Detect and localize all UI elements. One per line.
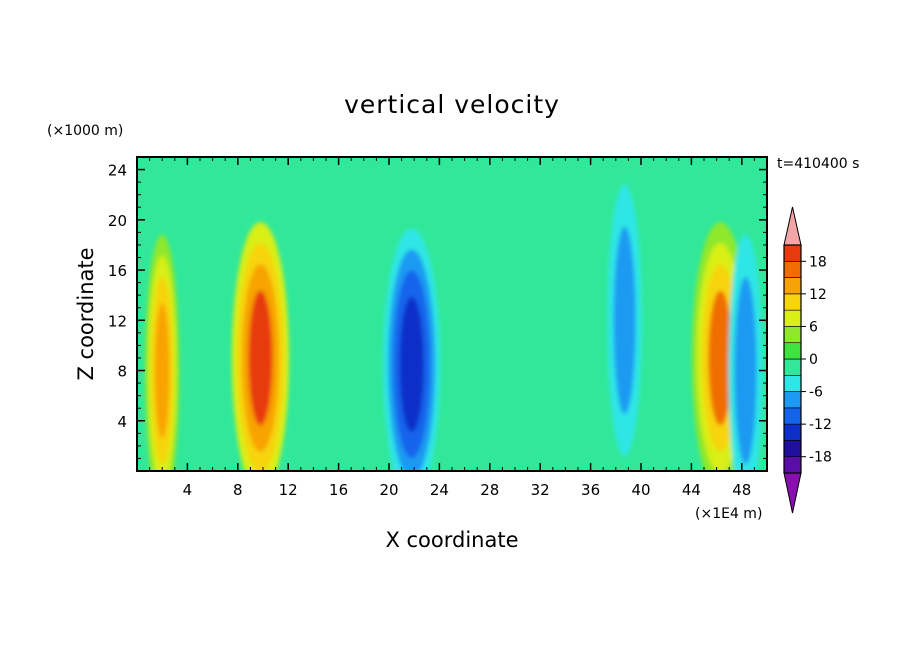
x-tick-label: 36 xyxy=(581,481,600,499)
colorbar-band xyxy=(783,326,802,344)
colorbar: 18 12 6 0 -6 -12 -18 xyxy=(783,206,832,514)
colorbar-label: 0 xyxy=(809,352,818,368)
y-axis-label: Z coordinate xyxy=(74,247,98,380)
y-tick-label: 8 xyxy=(117,363,127,381)
field-contour xyxy=(155,303,170,439)
colorbar-label: -18 xyxy=(809,450,832,466)
field-contour xyxy=(617,252,632,388)
colorbar-label: -6 xyxy=(809,385,823,401)
plot-background xyxy=(137,157,767,471)
field-contour xyxy=(399,296,424,432)
x-axis: 4 8 12 16 20 24 28 32 36 40 44 48 xyxy=(149,157,755,499)
colorbar-band xyxy=(783,244,802,262)
colorbar-label: 18 xyxy=(809,254,827,270)
colorbar-band xyxy=(783,423,802,441)
colorbar-band xyxy=(783,277,802,295)
y-tick-label: 20 xyxy=(108,212,127,230)
colorbar-label: 12 xyxy=(809,287,827,303)
colorbar-extend-high xyxy=(783,206,802,246)
colorbar-band xyxy=(783,391,802,409)
x-tick-label: 4 xyxy=(183,481,193,499)
field-contour xyxy=(708,290,733,426)
y-unit-label: (×1000 m) xyxy=(47,123,123,139)
colorbar-label: 6 xyxy=(809,319,818,335)
y-tick-label: 12 xyxy=(108,312,127,330)
x-axis-label: X coordinate xyxy=(385,528,518,552)
velocity-field xyxy=(145,184,763,471)
colorbar-band xyxy=(783,309,802,327)
colorbar-band xyxy=(783,358,802,376)
colorbar-extend-low xyxy=(783,472,802,514)
time-label: t=410400 s xyxy=(777,156,859,172)
y-tick-label: 16 xyxy=(108,262,127,280)
plot-area xyxy=(136,156,768,472)
x-tick-label: 20 xyxy=(379,481,398,499)
colorbar-band xyxy=(783,293,802,311)
y-tick-label: 4 xyxy=(117,413,127,431)
colorbar-band xyxy=(783,440,802,458)
colorbar-band xyxy=(783,374,802,392)
colorbar-label: -12 xyxy=(809,417,832,433)
colorbar-band xyxy=(783,407,802,425)
colorbar-band xyxy=(783,456,802,474)
colorbar-band xyxy=(783,260,802,278)
y-axis: 4 8 12 16 20 24 xyxy=(108,162,767,459)
x-tick-label: 28 xyxy=(480,481,499,499)
x-tick-label: 16 xyxy=(329,481,348,499)
field-contour xyxy=(738,303,753,439)
x-tick-label: 40 xyxy=(631,481,650,499)
y-tick-label: 24 xyxy=(108,162,127,180)
x-unit-label: (×1E4 m) xyxy=(695,506,762,522)
field-contour xyxy=(248,290,273,426)
x-tick-label: 48 xyxy=(732,481,751,499)
x-tick-label: 12 xyxy=(279,481,298,499)
chart-title: vertical velocity xyxy=(344,90,560,119)
x-tick-label: 8 xyxy=(233,481,243,499)
x-tick-label: 32 xyxy=(531,481,550,499)
x-tick-label: 44 xyxy=(682,481,701,499)
x-tick-label: 24 xyxy=(430,481,449,499)
colorbar-band xyxy=(783,342,802,360)
